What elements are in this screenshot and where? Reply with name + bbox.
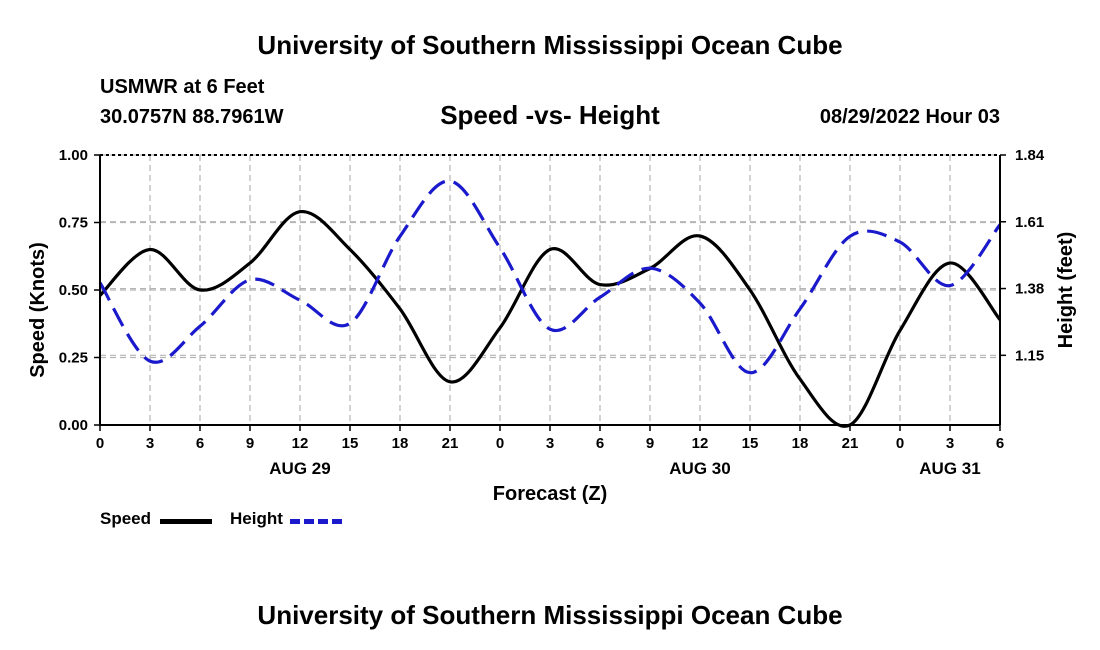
chart-subtitle: Speed -vs- Height (440, 100, 660, 130)
x-tick-label: 3 (946, 435, 954, 452)
y-tick-label: 0.00 (59, 417, 88, 434)
date-label: AUG 30 (669, 459, 730, 478)
x-tick-label: 6 (596, 435, 604, 452)
x-tick-label: 0 (896, 435, 904, 452)
series-line-height (98, 179, 1002, 375)
x-tick-label: 12 (292, 435, 309, 452)
y2-tick-label: 1.38 (1015, 281, 1044, 298)
date-label: AUG 29 (269, 459, 330, 478)
station-coordinates: 30.0757N 88.7961W (100, 106, 284, 128)
x-axis-title: Forecast (Z) (493, 483, 607, 505)
legend-speed-swatch (160, 519, 212, 524)
legend-speed-label: Speed (100, 509, 152, 528)
chart-title-bottom: University of Southern Mississippi Ocean… (257, 600, 843, 630)
series-layer (98, 179, 1002, 428)
chart-title-top: University of Southern Mississippi Ocean… (257, 30, 843, 60)
x-tick-label: 3 (146, 435, 154, 452)
x-tick-label: 21 (842, 435, 859, 452)
legend-height-swatch (290, 519, 342, 524)
series-line-speed (98, 210, 1002, 428)
y-tick-label: 1.00 (59, 147, 88, 164)
x-tick-label: 21 (442, 435, 459, 452)
x-tick-label: 6 (196, 435, 204, 452)
station-name: USMWR at 6 Feet (100, 76, 265, 98)
x-tick-label: 0 (496, 435, 504, 452)
x-tick-label: 3 (546, 435, 554, 452)
x-tick-label: 6 (996, 435, 1004, 452)
date-label: AUG 31 (919, 459, 980, 478)
legend-height-label: Height (230, 509, 283, 528)
axes-layer (94, 154, 1006, 431)
y2-tick-label: 1.84 (1015, 147, 1045, 164)
y-tick-label: 0.25 (59, 350, 88, 367)
y2-tick-label: 1.15 (1015, 347, 1044, 364)
x-tick-label: 15 (342, 435, 359, 452)
y-axis-title: Speed (Knots) (27, 242, 49, 378)
date-hour: 08/29/2022 Hour 03 (819, 106, 1000, 128)
x-tick-label: 15 (742, 435, 759, 452)
x-tick-label: 18 (792, 435, 809, 452)
x-tick-label: 9 (246, 435, 254, 452)
x-tick-label: 18 (392, 435, 409, 452)
x-tick-label: 12 (692, 435, 709, 452)
labels-layer: 0 3 6 9 12 15 18 21 0 3 6 9 12 15 18 21 0 3 6 AUG 29 AUG 30 A… (27, 147, 1077, 505)
x-tick-label: 0 (96, 435, 104, 452)
y2-tick-label: 1.61 (1015, 214, 1044, 231)
y-tick-label: 0.50 (59, 282, 88, 299)
x-tick-label: 9 (646, 435, 654, 452)
y-tick-label: 0.75 (59, 215, 88, 232)
y2-axis-title: Height (feet) (1055, 232, 1077, 349)
